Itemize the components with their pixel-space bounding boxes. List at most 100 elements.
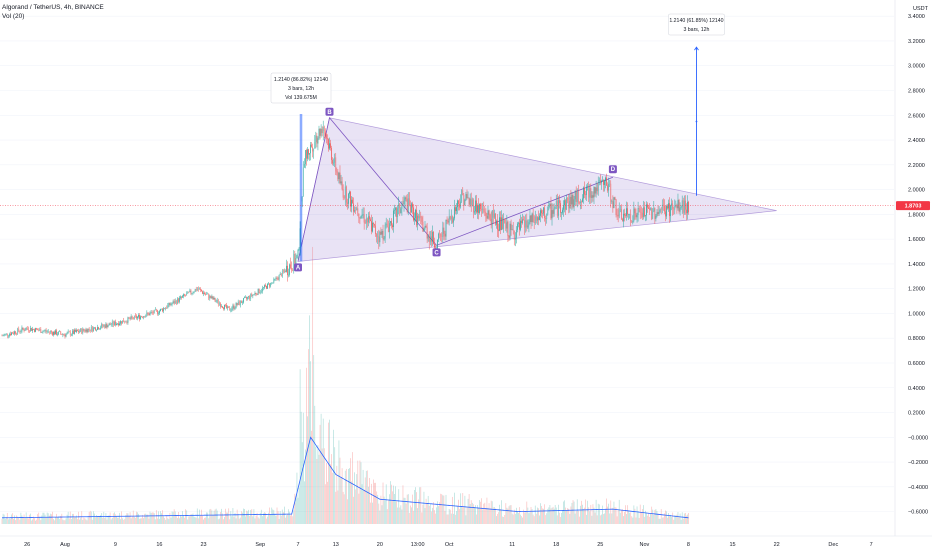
volume-bar [483, 503, 485, 524]
candle-body [539, 215, 540, 221]
candle-body [406, 199, 408, 213]
candle-body [69, 331, 71, 336]
volume-title[interactable]: Vol (20) [2, 13, 25, 20]
candle-body [640, 212, 642, 214]
volume-bar [523, 509, 524, 524]
candle-body [611, 201, 613, 202]
volume-bar [278, 518, 280, 524]
candle-body [321, 128, 323, 134]
volume-bar [185, 509, 187, 524]
candle-body [186, 293, 188, 296]
volume-bar [539, 515, 540, 524]
volume-bar [151, 512, 153, 524]
volume-bar [266, 518, 267, 524]
candle-body [622, 218, 623, 222]
candle-body [212, 296, 214, 300]
volume-bar [618, 499, 620, 524]
volume-bar [454, 492, 455, 524]
candle-body [635, 213, 637, 218]
volume-bar [55, 517, 56, 524]
candle-body [223, 307, 224, 309]
price-unit-label: USDT [913, 6, 929, 12]
candle-body [199, 288, 200, 290]
volume-bar [196, 508, 198, 524]
candle-body [123, 320, 125, 323]
volume-bar [79, 519, 80, 524]
candle-body [273, 278, 275, 283]
candle-body [188, 291, 190, 293]
volume-bar [517, 511, 518, 524]
candle-body [121, 321, 122, 324]
candle-body [137, 316, 138, 319]
candle-body [329, 143, 330, 149]
volume-bar [313, 355, 315, 524]
candle-body [593, 187, 595, 198]
candle-body [130, 316, 132, 320]
volume-bar [436, 507, 437, 524]
volume-bar [201, 509, 202, 524]
candle-body [94, 327, 95, 328]
volume-bar [465, 515, 467, 524]
volume-bar [477, 505, 478, 524]
volume-bar [451, 496, 453, 524]
volume-bar [364, 477, 366, 524]
volume-bar [390, 481, 391, 524]
candle-body [592, 195, 594, 198]
candle-body [613, 197, 615, 209]
candle-body [576, 191, 578, 202]
volume-bar [17, 516, 19, 524]
volume-bar [639, 504, 641, 524]
volume-bar [622, 509, 623, 524]
volume-bar [28, 514, 30, 524]
volume-bar [438, 506, 439, 524]
volume-bar [589, 511, 591, 524]
volume-bar [442, 495, 444, 524]
candle-body [466, 194, 468, 199]
volume-bar [455, 514, 456, 524]
candle-body [38, 330, 40, 331]
price-tick-label: 0.6000 [908, 361, 925, 367]
candle-body [490, 218, 492, 226]
volume-bar [221, 508, 222, 524]
volume-bar [265, 512, 266, 524]
volume-bar [384, 500, 386, 524]
candle-body [531, 213, 533, 223]
volume-bar [573, 501, 575, 524]
volume-bar [504, 514, 506, 524]
volume-bar [675, 515, 677, 524]
candle-body [477, 205, 478, 213]
symbol-title[interactable]: Algorand / TetherUS, 4h, BINANCE [2, 4, 104, 11]
volume-bar [609, 513, 611, 524]
volume-bar [293, 509, 295, 524]
volume-bar [98, 517, 99, 524]
volume-bar [560, 516, 561, 524]
candle-body [615, 199, 617, 215]
candle-body [154, 309, 156, 311]
candle-body [676, 205, 678, 209]
candle-body [247, 297, 248, 299]
candle-body [229, 307, 231, 311]
candle-body [281, 270, 283, 277]
candle-body [220, 303, 221, 307]
candle-body [654, 208, 656, 219]
candle-body [403, 200, 405, 205]
volume-bar [475, 505, 476, 524]
candle-body [568, 201, 570, 209]
candle-body [344, 186, 346, 198]
volume-bar [481, 498, 483, 524]
pattern-point-d: D [611, 167, 616, 173]
candle-body [85, 329, 87, 332]
candle-body [302, 167, 304, 197]
candle-body [500, 217, 501, 230]
volume-bar [408, 512, 410, 524]
candle-body [523, 219, 524, 221]
candle-body [179, 297, 180, 302]
candle-body [674, 206, 676, 210]
volume-bar [52, 511, 53, 524]
candle-body [218, 303, 220, 305]
volume-bar [476, 514, 477, 524]
candle-body [560, 203, 561, 213]
candle-body [347, 202, 348, 204]
